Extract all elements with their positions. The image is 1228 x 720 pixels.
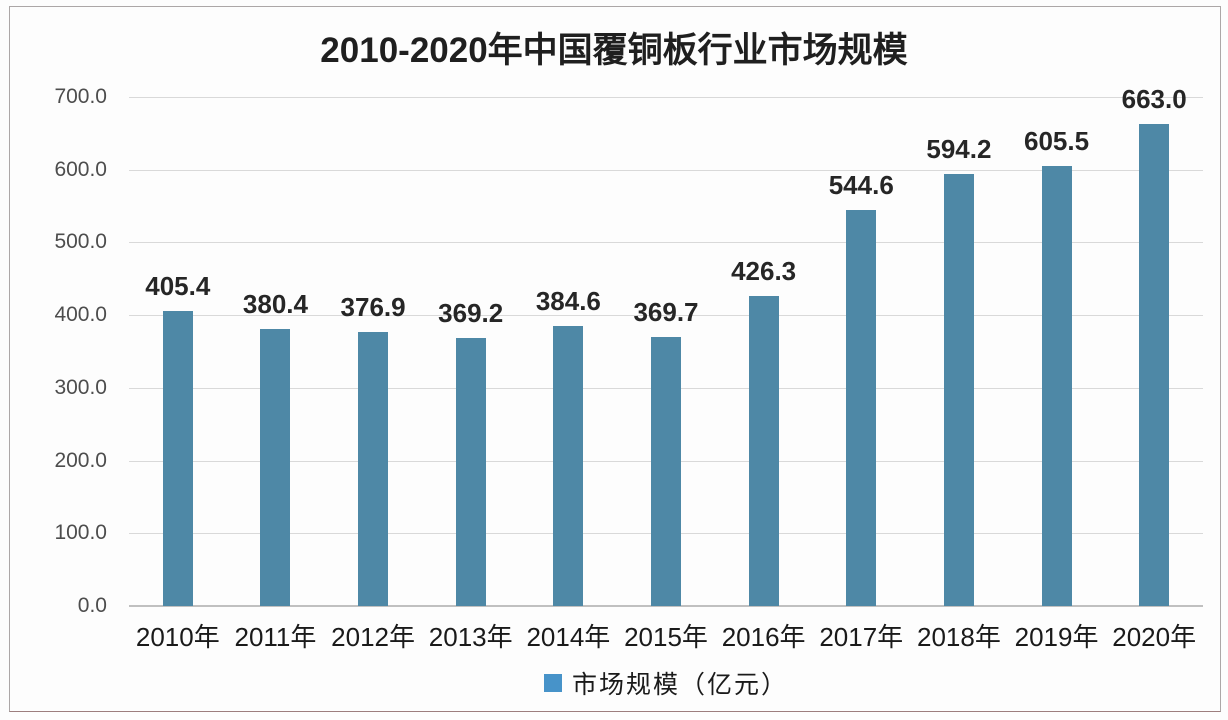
bar (748, 296, 779, 606)
bar-value-label: 384.6 (535, 286, 601, 317)
y-axis-tick-label: 600.0 (54, 157, 107, 181)
y-axis-tick-label: 500.0 (54, 230, 107, 254)
bar (553, 326, 584, 606)
gridline (129, 315, 1203, 317)
x-axis-tick-label: 2018年 (916, 622, 1001, 652)
x-axis-line (129, 605, 1203, 607)
x-axis-tick-label: 2010年 (135, 622, 220, 652)
bar (1041, 165, 1072, 606)
bar-value-label: 544.6 (828, 169, 894, 200)
x-axis-tick-label: 2016年 (721, 622, 806, 652)
y-axis-tick-label: 0.0 (77, 594, 107, 617)
x-axis-tick-label: 2020年 (1112, 622, 1197, 652)
x-axis-tick-label: 2014年 (526, 622, 611, 652)
x-axis-tick-label: 2012年 (331, 622, 415, 652)
y-axis-tick-label: 400.0 (54, 303, 107, 327)
gridline (129, 169, 1203, 171)
x-axis-tick-label: 2011年 (234, 622, 317, 652)
x-axis-tick-label: 2017年 (819, 622, 904, 652)
legend-label: 市场规模（亿元） (571, 671, 788, 699)
y-axis-tick-label: 200.0 (54, 448, 107, 472)
bar-value-label: 426.3 (731, 256, 797, 287)
bar (358, 331, 389, 606)
bar-value-label: 663.0 (1121, 83, 1187, 114)
bar (846, 209, 877, 606)
bar-value-label: 380.4 (242, 289, 308, 320)
y-axis-tick-label: 100.0 (54, 521, 107, 545)
gridline (129, 242, 1203, 244)
bar-value-label: 369.7 (633, 297, 699, 328)
legend: 市场规模（亿元） (129, 668, 1203, 699)
chart-title: 2010-2020年中国覆铜板行业市场规模 (320, 31, 908, 70)
bar-value-label: 369.2 (438, 297, 504, 328)
bar (455, 337, 486, 606)
gridline (129, 97, 1203, 98)
x-axis-tick-label: 2015年 (624, 622, 708, 652)
bar-value-label: 376.9 (340, 291, 406, 322)
bar-value-label: 605.5 (1023, 125, 1090, 156)
bar-value-label: 405.4 (145, 271, 211, 302)
bar (1139, 123, 1170, 606)
bar (943, 173, 974, 606)
x-axis-tick-label: 2019年 (1014, 622, 1099, 652)
bar-value-label: 594.2 (926, 133, 992, 164)
y-axis-tick-label: 700.0 (54, 85, 107, 108)
bar (651, 337, 681, 606)
legend-swatch-icon (543, 674, 562, 692)
bar (260, 329, 291, 606)
y-axis-tick-label: 300.0 (54, 375, 107, 399)
x-axis-tick-label: 2013年 (428, 622, 513, 652)
bar (162, 311, 193, 606)
